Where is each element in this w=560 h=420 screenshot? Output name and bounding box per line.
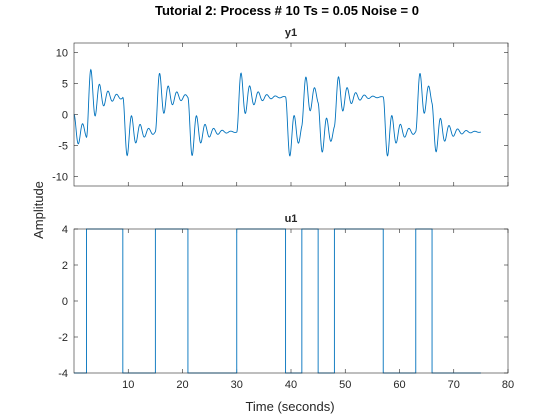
ytick-label: -2 xyxy=(58,332,68,344)
yticks-y1: -10 -5 0 5 10 xyxy=(52,47,508,184)
xtick-label: 20 xyxy=(176,379,188,391)
xtick-label: 60 xyxy=(393,379,405,391)
subplot-u1: u1 -4 -2 0 2 4 10 20 30 40 50 60 70 80 xyxy=(58,213,514,391)
ytick-label: -10 xyxy=(52,172,68,184)
subplot-title-y1: y1 xyxy=(285,27,297,39)
ytick-label: 2 xyxy=(62,260,68,272)
x-axis-label: Time (seconds) xyxy=(245,399,334,414)
ytick-label: 0 xyxy=(62,110,68,122)
ytick-label: -4 xyxy=(58,368,68,380)
xticks-y1 xyxy=(127,43,509,186)
ytick-label: 5 xyxy=(62,78,68,90)
xtick-label: 50 xyxy=(339,379,351,391)
ytick-label: -5 xyxy=(58,141,68,153)
axes-box-y1 xyxy=(73,42,509,187)
xtick-label: 70 xyxy=(448,379,460,391)
plot-area-u1 xyxy=(74,229,508,373)
plot-area-y1 xyxy=(74,43,508,186)
xtick-label: 10 xyxy=(122,379,134,391)
xtick-label: 30 xyxy=(231,379,243,391)
subplot-title-u1: u1 xyxy=(285,213,298,225)
axes-box-u1 xyxy=(73,228,509,374)
ytick-label: 4 xyxy=(62,224,68,236)
figure-title: Tutorial 2: Process # 10 Ts = 0.05 Noise… xyxy=(155,3,419,18)
ytick-label: 0 xyxy=(62,296,68,308)
y-axis-label: Amplitude xyxy=(31,181,46,239)
series-line-y1 xyxy=(73,68,481,157)
xtick-label: 80 xyxy=(502,379,514,391)
subplot-y1: y1 -10 -5 0 5 10 xyxy=(52,27,509,187)
xtick-label: 40 xyxy=(285,379,297,391)
ytick-label: 10 xyxy=(56,47,68,59)
